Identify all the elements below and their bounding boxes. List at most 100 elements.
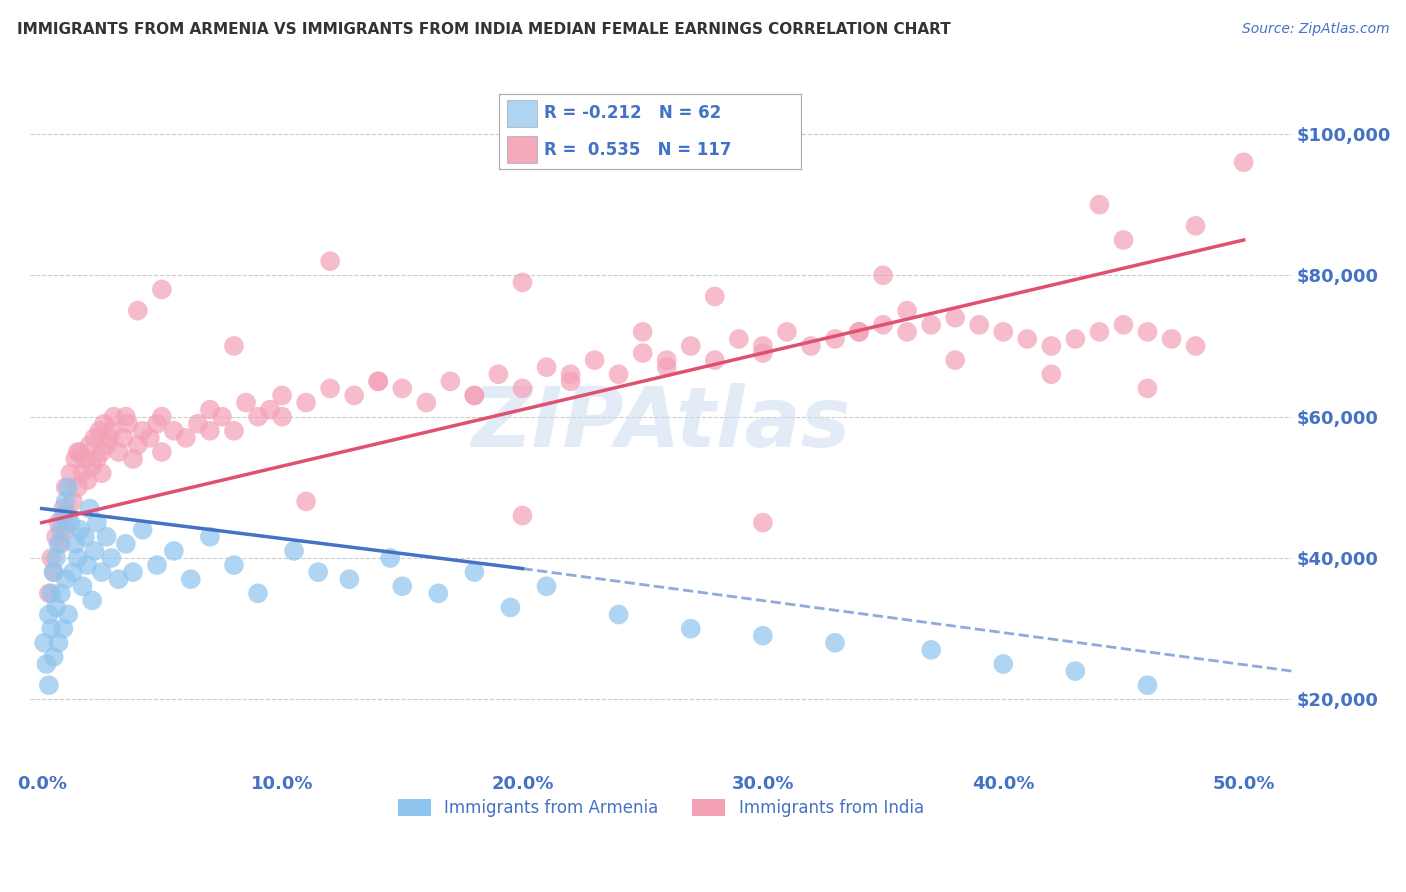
Point [848, 325, 870, 339]
Point [127, 303, 149, 318]
Point [90, 466, 112, 480]
Point [752, 346, 775, 360]
Point [127, 438, 149, 452]
Point [295, 395, 318, 409]
Legend: Immigrants from Armenia, Immigrants from India: Immigrants from Armenia, Immigrants from… [391, 792, 931, 824]
Point [42, 565, 65, 579]
Point [150, 282, 173, 296]
Point [49, 523, 72, 537]
Point [79, 501, 101, 516]
Point [536, 360, 558, 375]
Point [72, 466, 94, 480]
Point [45, 600, 67, 615]
Point [90, 565, 112, 579]
Point [103, 409, 125, 424]
Point [512, 276, 534, 290]
Point [82, 459, 104, 474]
Point [86, 516, 108, 530]
Point [69, 445, 91, 459]
Point [703, 353, 725, 368]
Point [42, 649, 65, 664]
Point [107, 572, 129, 586]
Point [943, 310, 966, 325]
Point [48, 537, 70, 551]
Point [100, 424, 122, 438]
Point [380, 551, 402, 566]
Point [319, 381, 342, 395]
Point [146, 558, 169, 572]
Point [198, 402, 221, 417]
Point [703, 289, 725, 303]
Point [295, 494, 318, 508]
Text: IMMIGRANTS FROM ARMENIA VS IMMIGRANTS FROM INDIA MEDIAN FEMALE EARNINGS CORRELAT: IMMIGRANTS FROM ARMENIA VS IMMIGRANTS FR… [17, 22, 950, 37]
Point [896, 325, 918, 339]
Point [122, 452, 145, 467]
Point [391, 579, 413, 593]
Point [112, 431, 135, 445]
Point [560, 374, 582, 388]
Point [283, 544, 305, 558]
Point [83, 544, 105, 558]
Point [55, 480, 77, 494]
Point [631, 346, 654, 360]
Point [66, 445, 89, 459]
Point [247, 409, 270, 424]
Point [752, 516, 775, 530]
Point [967, 318, 990, 332]
Point [66, 551, 89, 566]
Point [1064, 332, 1087, 346]
Point [83, 431, 105, 445]
Point [1184, 339, 1206, 353]
Point [943, 353, 966, 368]
Point [65, 537, 87, 551]
Point [536, 579, 558, 593]
Point [1112, 233, 1135, 247]
Point [800, 339, 823, 353]
Point [463, 388, 485, 402]
Point [38, 678, 60, 692]
Point [187, 417, 209, 431]
Point [114, 537, 136, 551]
Point [38, 586, 60, 600]
Point [993, 657, 1015, 671]
Point [1136, 678, 1159, 692]
Point [163, 424, 186, 438]
Point [62, 494, 84, 508]
Point [62, 565, 84, 579]
Point [211, 409, 233, 424]
Point [222, 558, 245, 572]
Point [1040, 368, 1063, 382]
Point [150, 409, 173, 424]
FancyBboxPatch shape [506, 136, 537, 163]
Point [752, 339, 775, 353]
Point [86, 452, 108, 467]
Point [560, 368, 582, 382]
Point [56, 508, 79, 523]
Point [1088, 197, 1111, 211]
Point [52, 501, 75, 516]
Point [76, 473, 98, 487]
Point [896, 303, 918, 318]
Text: Source: ZipAtlas.com: Source: ZipAtlas.com [1241, 22, 1389, 37]
Point [679, 339, 702, 353]
Point [1088, 325, 1111, 339]
Point [463, 565, 485, 579]
Point [131, 424, 153, 438]
Text: R = -0.212   N = 62: R = -0.212 N = 62 [544, 104, 721, 122]
Point [235, 395, 257, 409]
Point [415, 395, 437, 409]
Point [45, 551, 67, 566]
Point [79, 438, 101, 452]
Point [367, 374, 389, 388]
Point [89, 424, 111, 438]
Point [56, 480, 79, 494]
Point [49, 537, 72, 551]
Point [993, 325, 1015, 339]
Point [222, 424, 245, 438]
Point [122, 565, 145, 579]
Point [1017, 332, 1039, 346]
Point [1160, 332, 1182, 346]
Point [655, 353, 678, 368]
Point [48, 516, 70, 530]
Point [39, 551, 62, 566]
